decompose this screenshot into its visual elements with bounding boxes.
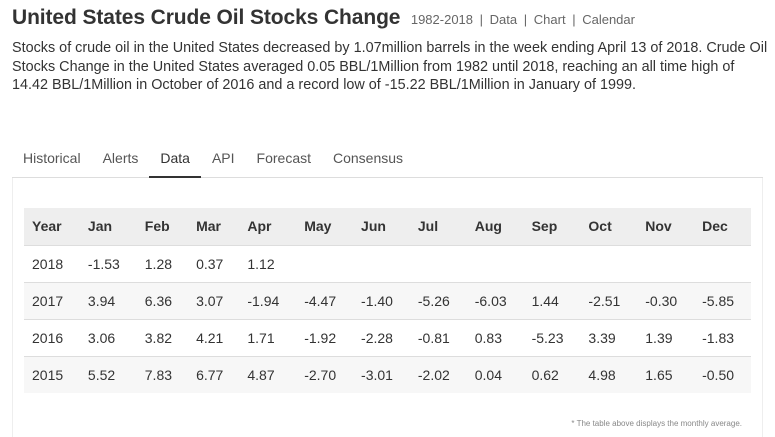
value-cell: 0.04 <box>466 355 524 393</box>
table-body: 2018 -1.53 1.28 0.37 1.12 2017 3.94 6.36 3.07 -1.… <box>24 244 751 393</box>
column-header-year: Year <box>24 208 80 246</box>
value-cell: 3.06 <box>79 318 137 356</box>
separator: | <box>479 12 484 27</box>
tab-data[interactable]: Data <box>149 142 201 178</box>
data-link[interactable]: Data <box>489 12 518 27</box>
value-cell: 3.94 <box>79 281 137 319</box>
date-range: 1982-2018 <box>410 12 474 27</box>
value-cell: -2.02 <box>409 355 467 393</box>
value-cell: 1.44 <box>523 281 581 319</box>
value-cell: 6.36 <box>136 281 189 319</box>
value-cell: 3.39 <box>580 318 638 356</box>
summary-text: Stocks of crude oil in the United States… <box>12 40 768 93</box>
tab-bar: Historical Alerts Data API Forecast Cons… <box>12 142 763 178</box>
value-cell <box>296 244 354 282</box>
value-cell: -5.26 <box>409 281 467 319</box>
monthly-data-table: Year Jan Feb Mar Apr May Jun Jul Aug Sep Oct Nov Dec… <box>24 208 751 393</box>
column-header-dec: Dec <box>694 208 751 246</box>
value-cell: -1.53 <box>79 244 137 282</box>
table-header-row: Year Jan Feb Mar Apr May Jun Jul Aug Sep Oct Nov Dec <box>24 208 751 246</box>
value-cell: -1.94 <box>239 281 297 319</box>
value-cell: -0.50 <box>694 355 751 393</box>
value-cell: 3.82 <box>136 318 189 356</box>
data-panel: Year Jan Feb Mar Apr May Jun Jul Aug Sep Oct Nov Dec… <box>12 178 763 437</box>
value-cell: -1.92 <box>296 318 354 356</box>
chart-link[interactable]: Chart <box>533 12 566 27</box>
tab-forecast[interactable]: Forecast <box>256 150 311 166</box>
value-cell <box>694 244 751 282</box>
table-row: 2016 3.06 3.82 4.21 1.71 -1.92 -2.28 -0.81 0.83-… <box>24 318 751 356</box>
year-cell: 2016 <box>24 318 80 356</box>
page-title: United States Crude Oil Stocks Change <box>12 6 401 29</box>
calendar-link[interactable]: Calendar <box>582 12 635 27</box>
value-cell: 1.71 <box>239 318 297 356</box>
value-cell: 0.83 <box>466 318 524 356</box>
value-cell: 1.39 <box>637 318 695 356</box>
column-header-mar: Mar <box>188 208 240 246</box>
value-cell <box>409 244 467 282</box>
column-header-apr: Apr <box>239 208 297 246</box>
column-header-feb: Feb <box>136 208 189 246</box>
value-cell: -2.70 <box>296 355 354 393</box>
tab-consensus[interactable]: Consensus <box>333 150 404 166</box>
column-header-jan: Jan <box>79 208 137 246</box>
separator: | <box>572 12 576 27</box>
value-cell: -5.23 <box>523 318 581 356</box>
table-footnote: * The table above displays the monthly a… <box>571 419 742 428</box>
tab-api[interactable]: API <box>211 150 235 166</box>
column-header-oct: Oct <box>580 208 638 246</box>
value-cell <box>523 244 581 282</box>
value-cell: -6.03 <box>466 281 524 319</box>
year-cell: 2018 <box>24 244 80 282</box>
value-cell: -0.30 <box>637 281 695 319</box>
value-cell: 5.52 <box>79 355 137 393</box>
table-row: 2015 5.52 7.83 6.77 4.87 -2.70 -3.01 -2.02 0.04 0… <box>24 355 751 393</box>
value-cell <box>353 244 410 282</box>
column-header-aug: Aug <box>466 208 524 246</box>
value-cell: -0.81 <box>409 318 467 356</box>
separator: | <box>523 12 528 27</box>
table-row: 2018 -1.53 1.28 0.37 1.12 <box>24 244 751 282</box>
value-cell: -2.51 <box>580 281 638 319</box>
value-cell <box>580 244 638 282</box>
value-cell: 6.77 <box>188 355 240 393</box>
value-cell: 4.87 <box>239 355 297 393</box>
value-cell <box>466 244 524 282</box>
page-header: United States Crude Oil Stocks Change 19… <box>12 6 635 30</box>
table-row: 2017 3.94 6.36 3.07 -1.94 -4.47 -1.40 -5.26 -6.0… <box>24 281 751 319</box>
column-header-may: May <box>296 208 354 246</box>
year-cell: 2015 <box>24 355 80 393</box>
subnav: 1982-2018 | Data | Chart | Calendar <box>411 12 635 27</box>
value-cell: 0.37 <box>188 244 240 282</box>
column-header-jul: Jul <box>409 208 467 246</box>
value-cell: -1.40 <box>353 281 410 319</box>
column-header-sep: Sep <box>523 208 581 246</box>
tab-historical[interactable]: Historical <box>23 150 81 166</box>
value-cell: -1.83 <box>694 318 751 356</box>
value-cell <box>637 244 695 282</box>
value-cell: 7.83 <box>136 355 189 393</box>
value-cell: 1.12 <box>239 244 297 282</box>
value-cell: 1.28 <box>136 244 189 282</box>
value-cell: 3.07 <box>188 281 240 319</box>
year-cell: 2017 <box>24 281 80 319</box>
value-cell: -2.28 <box>353 318 410 356</box>
value-cell: -4.47 <box>296 281 354 319</box>
value-cell: -3.01 <box>353 355 410 393</box>
column-header-jun: Jun <box>353 208 410 246</box>
value-cell: 0.62 <box>523 355 581 393</box>
value-cell: 1.65 <box>637 355 695 393</box>
value-cell: 4.98 <box>580 355 638 393</box>
column-header-nov: Nov <box>637 208 695 246</box>
value-cell: 4.21 <box>188 318 240 356</box>
tab-alerts[interactable]: Alerts <box>102 150 139 166</box>
value-cell: -5.85 <box>694 281 751 319</box>
